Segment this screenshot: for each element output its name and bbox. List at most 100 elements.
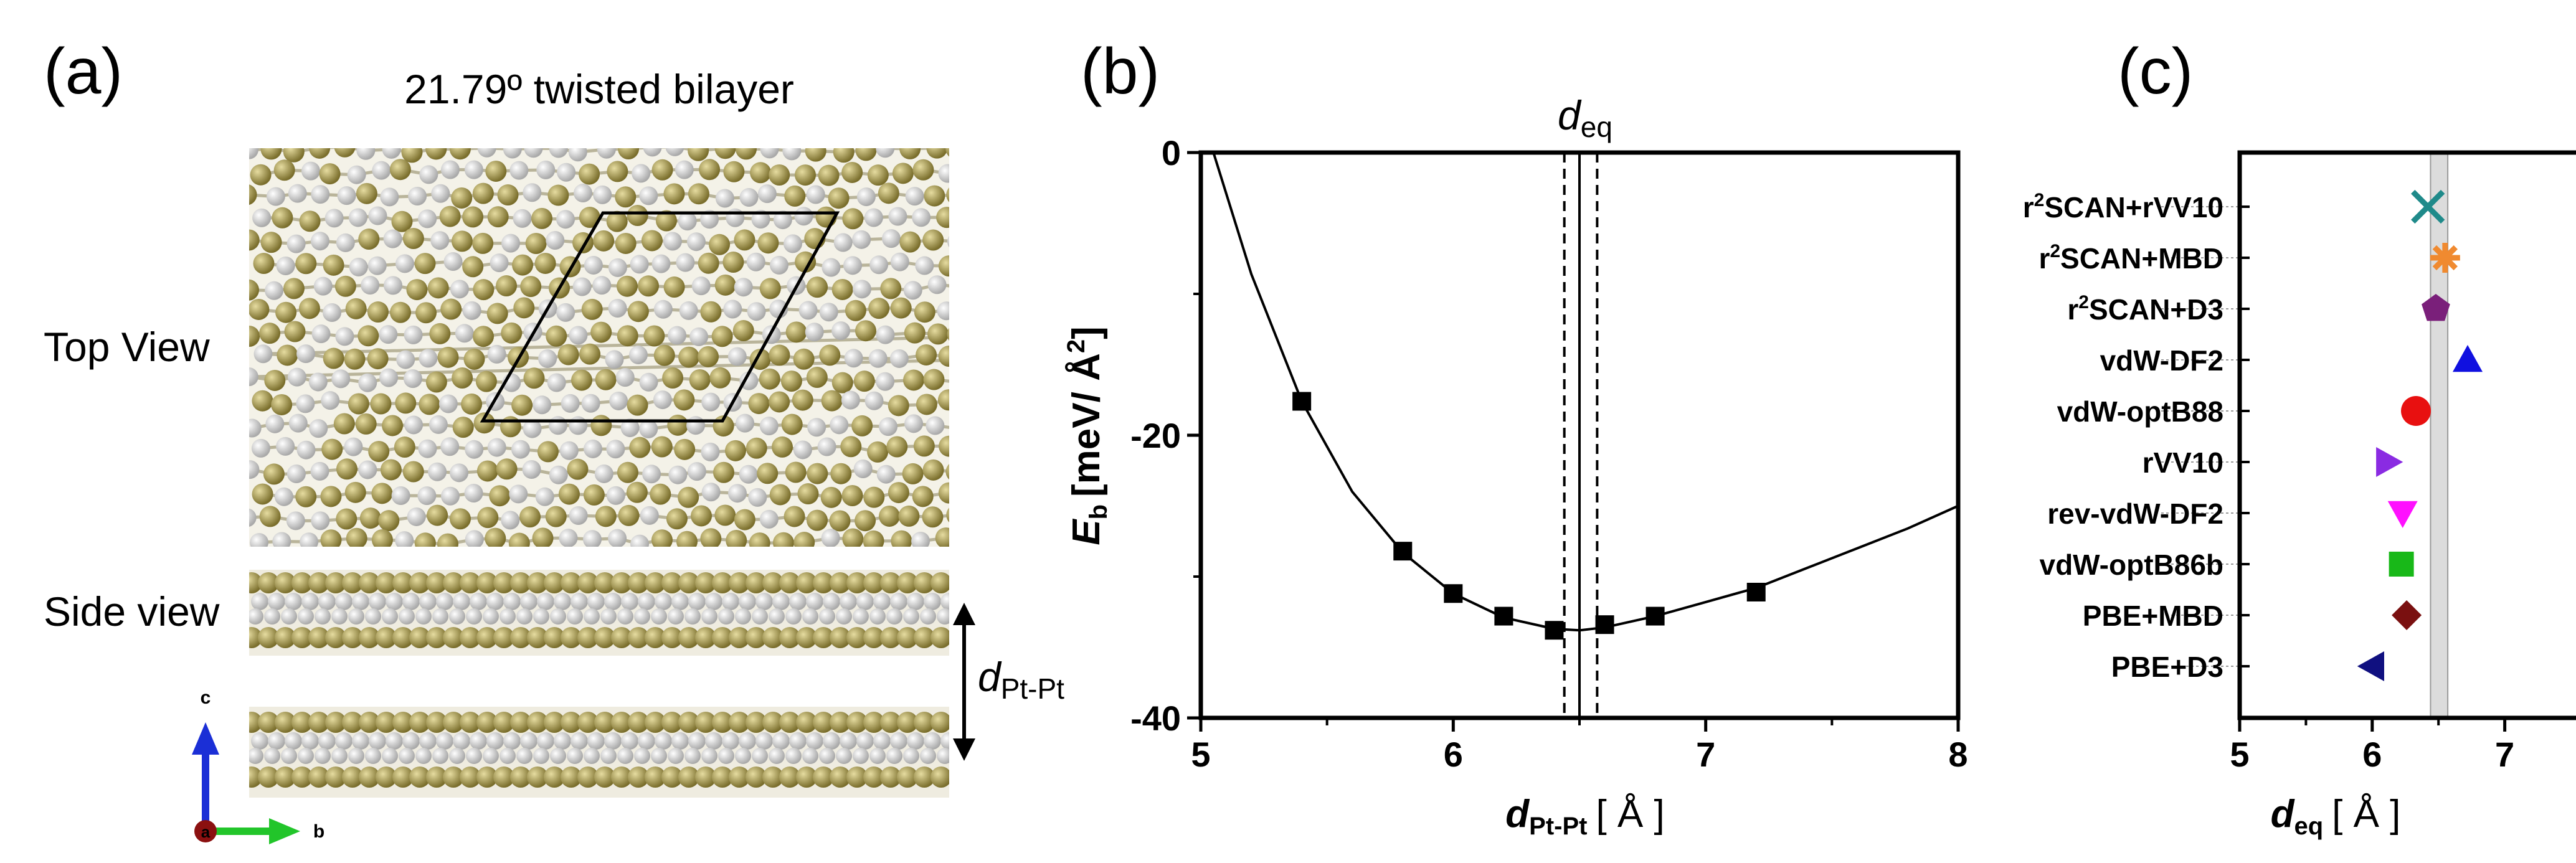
pt-atom [569, 143, 587, 161]
pt-atom [470, 732, 487, 750]
pt-atom [651, 608, 667, 625]
pt-atom [569, 416, 587, 435]
pt-atom [805, 323, 824, 341]
pt-atom [831, 321, 850, 340]
pt-atom [678, 212, 697, 230]
pt-atom [876, 326, 894, 344]
pt-atom [315, 748, 331, 764]
se-atom [356, 183, 377, 204]
method-label: r2SCAN+rVV10 [2023, 190, 2223, 224]
se-atom [902, 463, 924, 484]
pt-atom [920, 608, 936, 625]
se-atom [617, 462, 638, 483]
method-label: vdW-DF2 [2100, 344, 2223, 377]
se-atom [841, 162, 863, 183]
pt-atom [369, 593, 386, 610]
pt-atom [439, 394, 458, 413]
pt-atom [488, 345, 506, 364]
se-atom [477, 507, 498, 528]
se-atom [498, 184, 519, 205]
data-point [1292, 392, 1311, 411]
se-atom [898, 506, 919, 527]
se-atom [371, 483, 392, 504]
se-atom [323, 348, 344, 369]
pt-atom [928, 275, 947, 294]
se-atom [537, 441, 559, 462]
se-atom [673, 389, 694, 410]
se-atom [689, 369, 711, 390]
pt-atom [253, 344, 272, 363]
deq-label: deq [1558, 92, 1612, 143]
se-atom [496, 275, 517, 296]
pt-atom [701, 608, 717, 625]
se-atom [700, 301, 721, 323]
pt-atom [671, 732, 689, 750]
se-atom [832, 372, 853, 394]
pt-atom [632, 164, 650, 182]
se-atom [394, 436, 415, 458]
se-atom [426, 372, 447, 393]
pt-atom [419, 593, 437, 610]
x-tick-label: 6 [2362, 735, 2382, 774]
se-atom [652, 159, 673, 181]
pt-atom [395, 531, 414, 550]
se-atom [960, 255, 981, 276]
pt-atom [903, 608, 919, 625]
se-atom [960, 208, 982, 229]
pt-atom [379, 325, 397, 344]
pt-atom [567, 748, 583, 764]
pt-atom [335, 327, 354, 346]
pt-atom [640, 373, 658, 392]
se-atom [963, 486, 984, 507]
pt-atom [701, 748, 717, 764]
se-atom [579, 344, 600, 365]
pt-atom [250, 533, 268, 552]
pt-atom [533, 395, 551, 414]
pt-atom [368, 257, 387, 275]
se-atom [463, 349, 485, 370]
pt-atom [501, 511, 519, 529]
se-atom [360, 507, 381, 529]
pt-atom [823, 593, 840, 610]
se-atom [863, 531, 884, 552]
se-atom [879, 506, 900, 527]
pt-atom [675, 161, 694, 179]
se-atom [274, 159, 295, 181]
se-atom [344, 349, 366, 370]
se-atom [546, 506, 567, 527]
pt-atom [869, 608, 886, 625]
se-atom [769, 164, 790, 186]
pt-atom [348, 608, 364, 625]
x-tick-label: 5 [2230, 735, 2249, 774]
pt-atom [486, 593, 504, 610]
se-atom [974, 369, 995, 390]
se-atom [922, 230, 944, 251]
panel-b-ylabel: Eb[meV/ Å2] [1063, 326, 1112, 545]
pt-atom [395, 254, 414, 273]
marker-circle [2401, 396, 2431, 426]
se-atom [236, 184, 257, 205]
method-label: PBE+MBD [2083, 600, 2223, 632]
se-atom [822, 390, 843, 412]
se-atom [926, 138, 947, 159]
pt-atom [509, 161, 528, 180]
method-label: rev-vdW-DF2 [2047, 498, 2223, 530]
pt-atom [769, 748, 785, 764]
pt-atom [755, 593, 773, 610]
pt-atom [616, 368, 635, 387]
pt-atom [655, 593, 672, 610]
se-atom [238, 280, 259, 301]
pt-atom [760, 510, 779, 529]
se-atom [320, 529, 341, 550]
pt-atom [331, 748, 348, 764]
se-atom [650, 484, 671, 505]
se-atom [986, 257, 1007, 278]
se-atom [950, 418, 972, 440]
se-atom [924, 186, 945, 207]
se-atom [868, 298, 889, 319]
pt-atom [574, 184, 592, 202]
se-atom [723, 161, 744, 182]
pt-atom [298, 748, 314, 764]
se-atom [485, 161, 506, 182]
se-atom [501, 323, 522, 344]
